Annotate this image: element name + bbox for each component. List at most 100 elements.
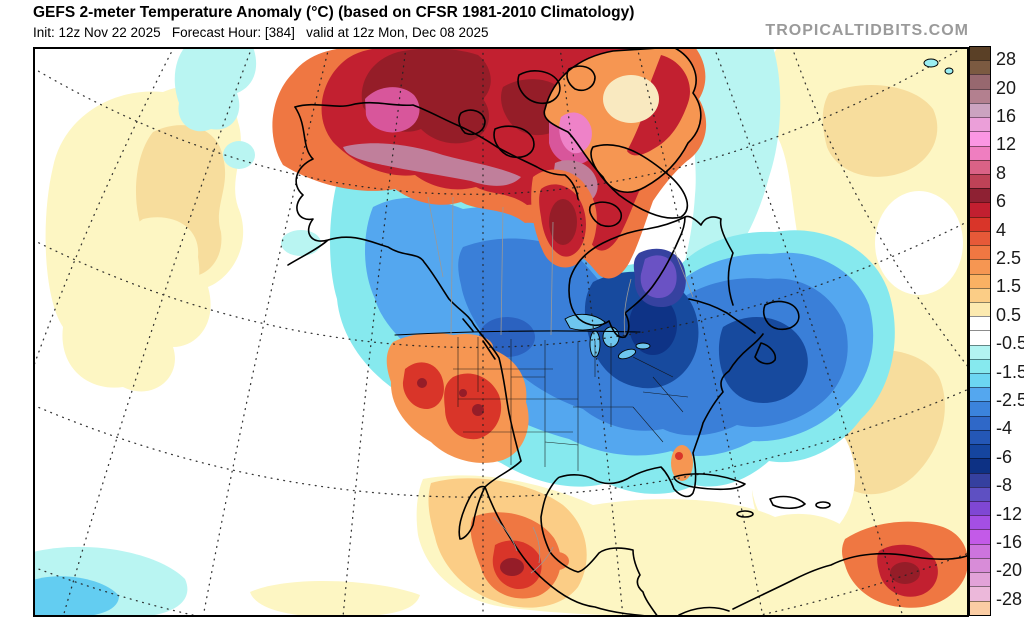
page-title: GEFS 2-meter Temperature Anomaly (°C) (b… bbox=[33, 4, 635, 21]
colorbar-label: -12 bbox=[996, 503, 1023, 524]
alaska-magenta-blob bbox=[365, 87, 420, 133]
colorbar-cell bbox=[970, 444, 990, 459]
colorbar-cell bbox=[970, 515, 990, 530]
colorbar-label: 12 bbox=[996, 134, 1017, 155]
warm-anomaly-arctic bbox=[272, 47, 707, 279]
colorbar-cell bbox=[970, 159, 990, 174]
map-canvas bbox=[33, 47, 969, 617]
bottom-yellow-band bbox=[250, 580, 420, 617]
colorbar-cell bbox=[970, 202, 990, 217]
run-info: Init: 12z Nov 22 2025 Forecast Hour: [38… bbox=[33, 25, 489, 40]
colorbar-label: -20 bbox=[996, 560, 1023, 581]
colorbar-label: 2.5 bbox=[996, 248, 1022, 269]
four-corners-red-core bbox=[444, 373, 502, 440]
atlantic-tan-north bbox=[822, 85, 938, 177]
mexico-dark-core bbox=[500, 558, 524, 576]
site-watermark: TROPICALTIDBITS.COM bbox=[765, 22, 969, 39]
colorbar-label: -28 bbox=[996, 588, 1023, 609]
colorbar-cell bbox=[970, 344, 990, 359]
colorbar-cell bbox=[970, 373, 990, 388]
colorbar-cell bbox=[970, 188, 990, 203]
colorbar-cell bbox=[970, 458, 990, 473]
map-border bbox=[33, 47, 969, 617]
colorbar-label: 16 bbox=[996, 106, 1017, 127]
colorbar-label: -4 bbox=[996, 418, 1013, 439]
atlantic-cold-east-greenland bbox=[679, 47, 781, 293]
coastlines bbox=[287, 47, 969, 617]
colorbar-cell bbox=[970, 131, 990, 146]
cyan-spot-1 bbox=[223, 141, 255, 169]
top-left-cyan-blob bbox=[174, 47, 257, 132]
venezuela-dark-core bbox=[890, 562, 920, 584]
colorbar-cell bbox=[970, 387, 990, 402]
anomaly-map bbox=[33, 47, 969, 617]
colorbar-cell bbox=[970, 245, 990, 260]
state-borders bbox=[453, 337, 689, 471]
colorbar-cell bbox=[970, 102, 990, 118]
hudson-tongue-core bbox=[549, 199, 577, 245]
colorbar-cell bbox=[970, 415, 990, 430]
colorbar-label: 6 bbox=[996, 191, 1007, 212]
colorbar-label: 4 bbox=[996, 219, 1007, 240]
greenland-west-pink bbox=[559, 112, 592, 154]
colorbar-cell bbox=[970, 557, 990, 573]
colorbar-cell bbox=[970, 486, 990, 501]
colorbar-cell bbox=[970, 216, 990, 231]
colorbar-label: 0.5 bbox=[996, 304, 1022, 325]
colorbar-cell bbox=[970, 600, 990, 615]
colorbar-cell bbox=[970, 47, 990, 61]
colorbar-label: 20 bbox=[996, 77, 1017, 98]
colorbar-cell bbox=[970, 88, 990, 103]
colorbar-cell bbox=[970, 501, 990, 516]
colorbar-labels: 28 20 16 12 8 6 4 2.5 1.5 0.5 -0.5 -1.5 -2.5 -4 -6 -8 -1… bbox=[996, 46, 1024, 616]
cyan-spot-2 bbox=[281, 230, 321, 256]
greenland-east-crimson bbox=[627, 55, 690, 156]
colorbar-cell bbox=[970, 429, 990, 445]
colorbar-label: -1.5 bbox=[996, 361, 1024, 382]
colorbar-label: -0.5 bbox=[996, 333, 1024, 354]
warm-anomaly-west-us-mexico bbox=[386, 332, 969, 608]
colorbar-cell bbox=[970, 316, 990, 331]
colorbar-cell bbox=[970, 330, 990, 345]
pacific-warm-patches bbox=[45, 86, 420, 617]
atlantic-white-gap bbox=[875, 191, 963, 295]
colorbar-label: -16 bbox=[996, 532, 1023, 553]
colorbar-cell bbox=[970, 173, 990, 189]
colorbar-cell bbox=[970, 586, 990, 601]
colorbar-cell bbox=[970, 74, 990, 89]
colorbar-cell bbox=[970, 572, 990, 587]
colorbar-cell bbox=[970, 259, 990, 274]
mexico-east-orange bbox=[545, 552, 569, 570]
colorbar-cell bbox=[970, 117, 990, 132]
lake-ontario bbox=[635, 342, 651, 350]
colorbar-cell bbox=[970, 60, 990, 75]
colorbar-cell bbox=[970, 472, 990, 487]
colorbar-cell bbox=[970, 529, 990, 544]
colorbar-label: -6 bbox=[996, 446, 1013, 467]
graticule bbox=[33, 47, 969, 617]
colorbar-cell bbox=[970, 301, 990, 317]
nm-dark-spot bbox=[472, 404, 484, 416]
pacific-yellow-south bbox=[120, 217, 200, 343]
florida-red-spot bbox=[675, 452, 683, 460]
colorbar-cell bbox=[970, 358, 990, 374]
bottom-left-blue-core bbox=[33, 576, 119, 617]
arctic-coast-pink-band bbox=[343, 143, 521, 186]
colorbar-label: 1.5 bbox=[996, 276, 1022, 297]
greenland-pale-interior bbox=[603, 75, 659, 123]
colorbar-cell bbox=[970, 273, 990, 288]
iceland-islands bbox=[923, 58, 954, 75]
labrador-sea-deep-blue bbox=[718, 316, 808, 403]
colorbar-label: 28 bbox=[996, 49, 1017, 70]
province-borders bbox=[427, 196, 694, 574]
colorbar-cell bbox=[970, 401, 990, 416]
colorbar-cell bbox=[970, 287, 990, 302]
colorbar-label: 8 bbox=[996, 162, 1007, 183]
colorbar-cell bbox=[970, 145, 990, 160]
lake-erie bbox=[617, 348, 637, 360]
colorbar-cell bbox=[970, 543, 990, 558]
quebec-navy-core bbox=[629, 295, 677, 355]
colorbar-label: -8 bbox=[996, 475, 1013, 496]
colorbar-label: -2.5 bbox=[996, 390, 1024, 411]
